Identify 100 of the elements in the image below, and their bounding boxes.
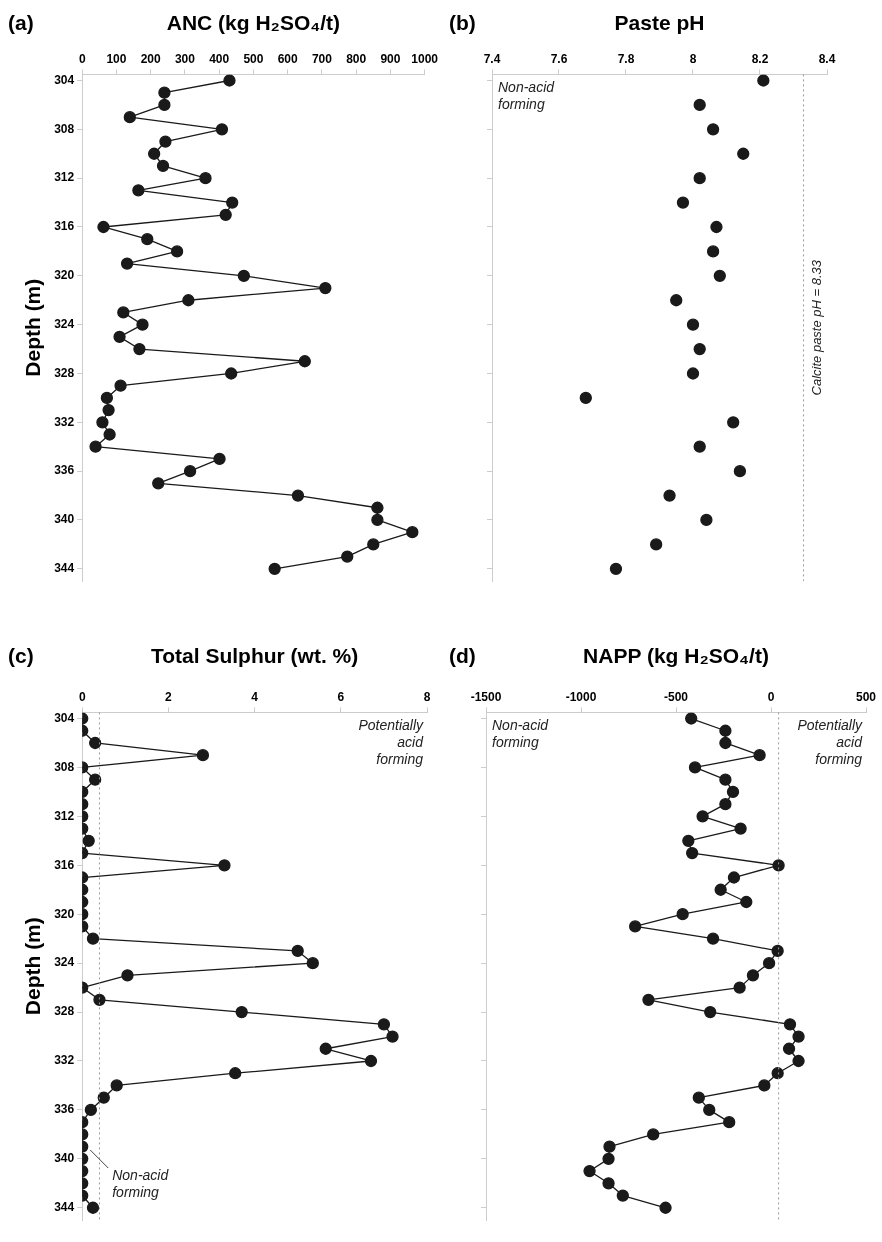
point [723, 1116, 736, 1129]
x-tick-label: 8.4 [818, 51, 836, 66]
point [113, 330, 126, 344]
x-tick-label: -1500 [470, 689, 502, 704]
y-tick-label: 308 [54, 121, 75, 136]
y-tick-label: 340 [54, 512, 75, 527]
point [319, 281, 332, 295]
point [733, 981, 746, 994]
point [152, 477, 165, 490]
annotation: Potentially acid forming [358, 717, 425, 768]
annotation: Non-acid forming [492, 717, 550, 751]
point [602, 1152, 615, 1165]
point [733, 464, 747, 478]
point [676, 196, 690, 209]
point [603, 1140, 616, 1153]
point [616, 1189, 629, 1202]
point [686, 367, 700, 380]
point [367, 538, 380, 551]
point [583, 1164, 596, 1178]
x-tick-label: -500 [663, 689, 689, 704]
y-tick-label: 312 [54, 170, 75, 185]
point [341, 550, 354, 563]
y-tick-label: 344 [54, 561, 75, 576]
point [706, 245, 720, 258]
y-tick-label: 312 [54, 808, 75, 823]
point [693, 98, 706, 112]
x-tick-label: 700 [311, 51, 333, 66]
point [602, 1177, 615, 1190]
y-tick-label: 316 [54, 219, 75, 234]
point [268, 562, 281, 575]
point [758, 1079, 771, 1092]
chart-title: ANC (kg H₂SO₄/t) [166, 10, 341, 34]
point [226, 196, 239, 209]
point [714, 883, 727, 896]
x-tick-label: 2 [165, 689, 173, 704]
x-tick-label: 8 [689, 51, 697, 66]
point [771, 944, 784, 958]
y-tick-label: 308 [54, 759, 75, 774]
y-tick-label: 320 [54, 268, 75, 283]
point [298, 355, 311, 368]
x-tick-label: 200 [140, 51, 162, 66]
point [406, 526, 419, 539]
point [719, 736, 732, 750]
point [700, 513, 713, 527]
y-axis-title: Depth (m) [21, 917, 45, 1016]
y-tick-label: 340 [54, 1151, 75, 1166]
x-tick-label: 0 [78, 689, 86, 704]
x-tick-label: 500 [855, 689, 877, 704]
text: (c) [8, 643, 34, 667]
y-tick-label: 328 [54, 365, 75, 380]
x-tick-label: 600 [277, 51, 299, 66]
y-tick-label: 328 [54, 1004, 75, 1019]
x-tick-label: 6 [337, 689, 345, 704]
ref-line-label: Calcite paste pH = 8.33 [809, 259, 825, 396]
point [609, 562, 623, 575]
chart-title: NAPP (kg H₂SO₄/t) [583, 643, 769, 667]
point [158, 86, 171, 99]
point [792, 1030, 805, 1043]
point [703, 1103, 716, 1117]
point [693, 342, 706, 356]
point [156, 159, 170, 173]
point [158, 98, 171, 112]
point [726, 785, 740, 799]
point [237, 269, 250, 282]
x-tick-label: 8 [423, 689, 431, 704]
y-tick-label: 304 [54, 710, 75, 725]
point [704, 1005, 717, 1019]
point [693, 172, 706, 185]
point [371, 501, 384, 514]
x-tick-label: 500 [243, 51, 264, 66]
y-tick-label: 344 [54, 1200, 75, 1215]
point [792, 1054, 805, 1068]
x-tick-label: 7.6 [550, 51, 568, 66]
point [647, 1128, 660, 1141]
x-tick-label: 400 [209, 51, 230, 66]
x-tick-label: 0 [78, 51, 86, 66]
point [706, 123, 720, 136]
y-tick-label: 316 [54, 857, 75, 872]
chart-title: Paste pH [614, 10, 705, 34]
x-tick-label: 900 [380, 51, 401, 66]
point [650, 538, 663, 551]
point [740, 895, 753, 909]
y-tick-label: 332 [54, 414, 75, 429]
point [123, 110, 136, 124]
annotation: Non-acid forming [498, 79, 556, 113]
x-tick-label: 0 [767, 689, 775, 704]
point [147, 147, 161, 160]
point [713, 269, 726, 282]
point [579, 391, 592, 405]
point [225, 367, 238, 380]
y-tick-label: 324 [54, 316, 75, 331]
x-tick-label: 4 [251, 689, 259, 704]
y-tick-label: 332 [54, 1053, 75, 1068]
point [96, 416, 109, 429]
point [688, 761, 702, 774]
point [686, 846, 699, 860]
point [762, 956, 776, 970]
point [676, 908, 689, 921]
point [719, 724, 732, 737]
point [692, 1091, 705, 1104]
